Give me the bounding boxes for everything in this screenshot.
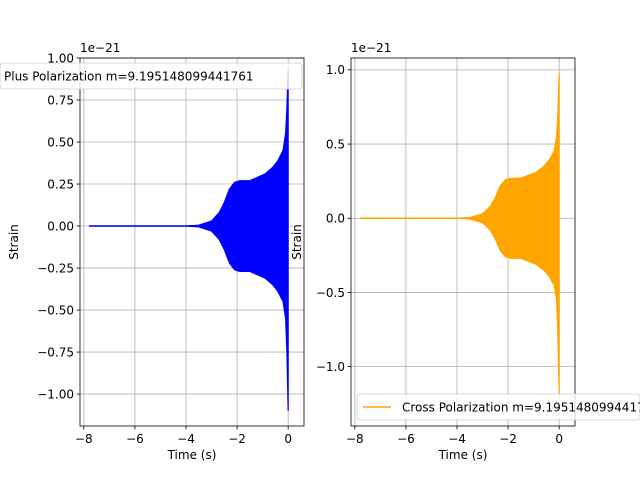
x-tick-label: −6 [397,432,415,446]
plus-polarization-plot: −8 −6 −4 −2 0 −1.00 −0.75 −0.50 −0.25 0.00 0.25 0.5… [0,41,305,462]
x-tick-label: 0 [284,432,292,446]
x-tick-label: −4 [448,432,466,446]
y-tick-label: −1.0 [316,360,345,374]
x-tick-label: −8 [75,432,93,446]
x-axis-label: Time (s) [167,448,217,462]
y-tick-label: 0.00 [47,219,74,233]
y-tick-label: −0.25 [37,261,74,275]
series-envelope [359,72,560,394]
series-envelope [88,69,289,411]
y-axis-label: Strain [290,224,304,260]
x-tick-label: −2 [499,432,517,446]
y-tick-label: 0.5 [326,137,345,151]
x-tick-label: −6 [126,432,144,446]
x-tick-label: −2 [228,432,246,446]
axes-frame [350,57,576,427]
cross-polarization-plot: −8 −6 −4 −2 0 −1.0 −0.5 0.0 0.5 1.0 1e−21 Time (s) S… [290,41,640,462]
offset-text: 1e−21 [351,41,391,55]
y-tick-label: 0.50 [47,135,74,149]
legend-label: Cross Polarization m=9.195148099441761 [402,401,640,415]
offset-text: 1e−21 [80,41,120,55]
legend-label: Plus Polarization m=9.195148099441761 [4,70,254,84]
y-tick-label: 0.25 [47,177,74,191]
y-axis-label: Strain [7,224,21,260]
axes-frame [79,57,305,427]
y-tick-label: −0.5 [316,286,345,300]
y-tick-label: 1.0 [326,63,345,77]
x-axis-label: Time (s) [438,448,488,462]
legend-box [0,62,303,90]
legend-box [356,393,640,421]
x-tick-label: 0 [555,432,563,446]
y-tick-label: 0.75 [47,93,74,107]
x-tick-label: −4 [177,432,195,446]
y-tick-label: −1.00 [37,387,74,401]
y-tick-label: 1.00 [47,51,74,65]
y-tick-label: −0.75 [37,345,74,359]
y-tick-label: 0.0 [326,212,345,226]
x-tick-label: −8 [346,432,364,446]
y-tick-label: −0.50 [37,303,74,317]
